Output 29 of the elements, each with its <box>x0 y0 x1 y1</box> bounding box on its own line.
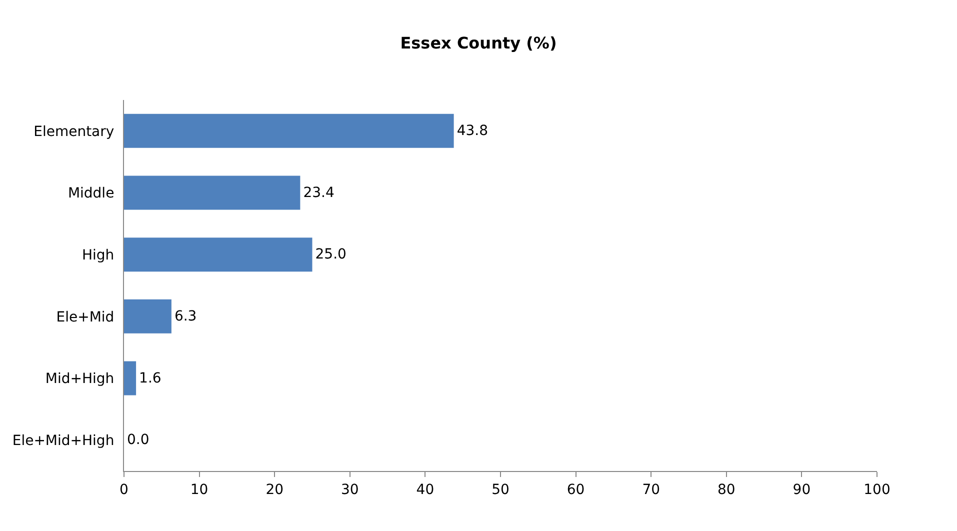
bar <box>124 361 136 396</box>
x-tick-label: 100 <box>864 482 890 498</box>
data-label: 23.4 <box>303 184 334 201</box>
bar <box>124 238 312 272</box>
data-label: 43.8 <box>456 122 488 139</box>
bar <box>124 299 172 334</box>
data-label: 1.6 <box>139 370 162 386</box>
x-tick-label: 80 <box>717 482 736 498</box>
x-tick-label: 50 <box>492 482 510 498</box>
y-tick-label: Elementary <box>34 124 114 140</box>
data-label: 0.0 <box>127 432 150 448</box>
x-tick-label: 20 <box>266 482 284 498</box>
y-tick-label: Ele+Mid <box>56 309 114 326</box>
data-label: 6.3 <box>174 308 197 324</box>
x-tick-label: 30 <box>340 482 359 498</box>
x-tick-label: 60 <box>566 482 585 498</box>
y-tick-label: Mid+High <box>45 371 114 388</box>
y-tick-label: High <box>82 247 114 264</box>
y-tick-label: Middle <box>68 186 114 202</box>
x-tick-label: 40 <box>416 482 434 498</box>
x-tick-label: 10 <box>190 482 208 498</box>
x-tick-label: 0 <box>120 482 128 498</box>
chart-title: Essex County (%) <box>400 33 557 52</box>
bar <box>124 176 300 210</box>
x-tick-label: 70 <box>642 482 660 498</box>
bar <box>124 114 454 148</box>
data-label: 25.0 <box>315 246 346 263</box>
y-tick-label: Ele+Mid+High <box>12 432 114 449</box>
x-tick-label: 90 <box>792 482 811 498</box>
